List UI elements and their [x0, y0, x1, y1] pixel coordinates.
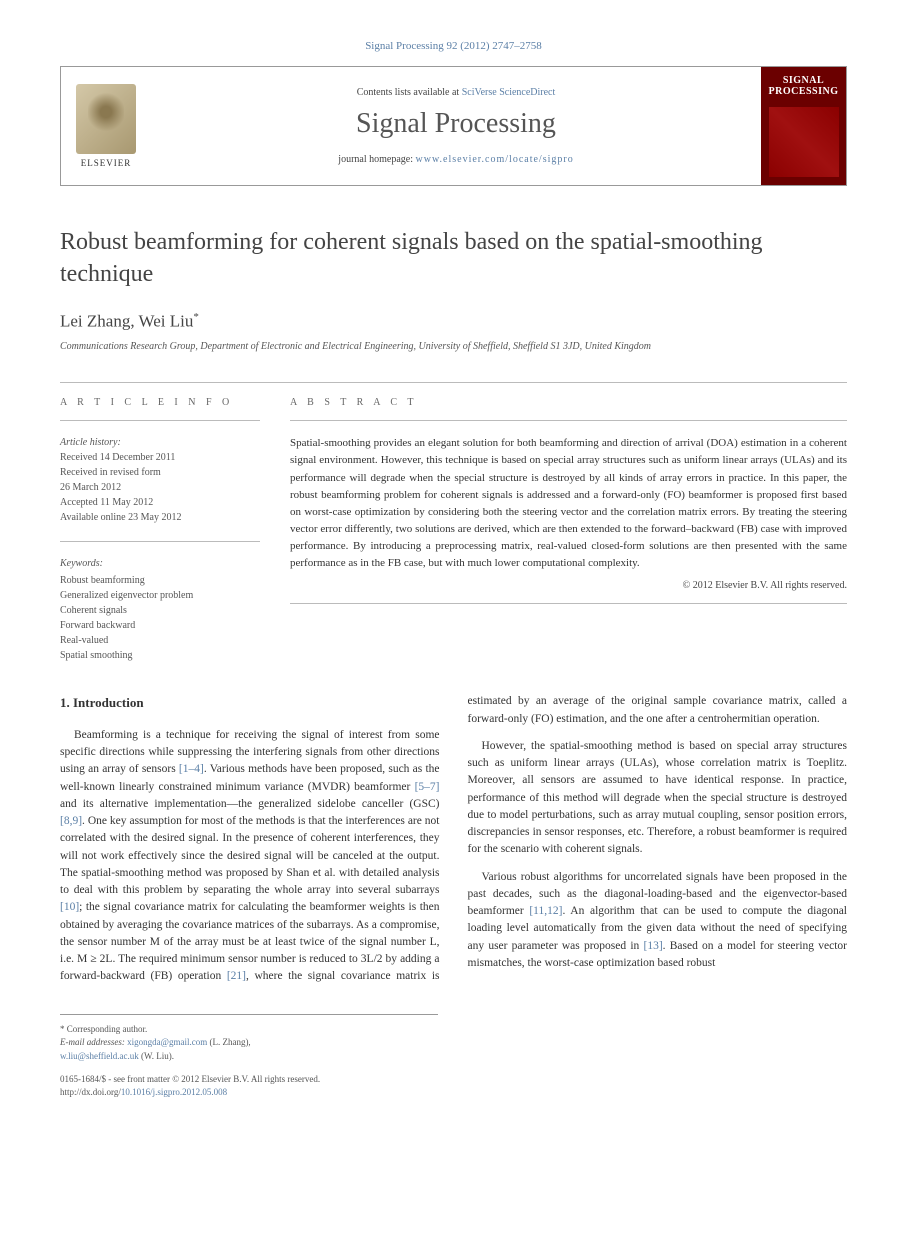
keyword: Coherent signals — [60, 605, 127, 616]
corresponding-marker: * — [193, 311, 199, 323]
divider — [60, 382, 847, 383]
article-title: Robust beamforming for coherent signals … — [60, 226, 847, 291]
author-names: Lei Zhang, Wei Liu — [60, 311, 193, 330]
homepage-link[interactable]: www.elsevier.com/locate/sigpro — [416, 154, 574, 165]
email-label: E-mail addresses: — [60, 1037, 127, 1047]
ref-link[interactable]: [11,12] — [529, 905, 562, 917]
keyword: Robust beamforming — [60, 575, 145, 586]
ref-link[interactable]: [10] — [60, 901, 79, 913]
divider — [290, 603, 847, 604]
article-info-column: A R T I C L E I N F O Article history: R… — [60, 397, 260, 663]
article-history: Article history: Received 14 December 20… — [60, 435, 260, 525]
issn-line: 0165-1684/$ - see front matter © 2012 El… — [60, 1073, 847, 1086]
doi-prefix: http://dx.doi.org/ — [60, 1087, 121, 1097]
abstract-copyright: © 2012 Elsevier B.V. All rights reserved… — [290, 580, 847, 591]
authors: Lei Zhang, Wei Liu* — [60, 311, 847, 332]
cover-title: SIGNAL PROCESSING — [765, 75, 842, 97]
info-abstract-row: A R T I C L E I N F O Article history: R… — [60, 397, 847, 663]
header-center: Contents lists available at SciVerse Sci… — [151, 67, 761, 185]
keyword: Forward backward — [60, 620, 135, 631]
abstract-text: Spatial-smoothing provides an elegant so… — [290, 435, 847, 571]
footnotes: * Corresponding author. E-mail addresses… — [60, 1014, 438, 1064]
keyword: Generalized eigenvector problem — [60, 590, 193, 601]
body-text: and its alternative implementation—the g… — [60, 798, 440, 810]
history-label: Article history: — [60, 437, 121, 448]
elsevier-tree-icon — [76, 84, 136, 154]
keyword: Spatial smoothing — [60, 650, 133, 661]
divider — [290, 420, 847, 421]
publisher-name: ELSEVIER — [81, 158, 132, 168]
homepage-prefix: journal homepage: — [338, 154, 415, 165]
body-paragraph: Various robust algorithms for uncorrelat… — [468, 869, 848, 973]
journal-header: ELSEVIER Contents lists available at Sci… — [60, 66, 847, 186]
email-link[interactable]: w.liu@sheffield.ac.uk — [60, 1051, 139, 1061]
ref-link[interactable]: [5–7] — [415, 781, 440, 793]
ref-link[interactable]: [21] — [227, 970, 246, 982]
cover-image — [769, 107, 839, 177]
doi-link[interactable]: 10.1016/j.sigpro.2012.05.008 — [121, 1087, 227, 1097]
history-item: Received in revised form — [60, 467, 161, 478]
doi-line: http://dx.doi.org/10.1016/j.sigpro.2012.… — [60, 1086, 847, 1099]
sciencedirect-link[interactable]: SciVerse ScienceDirect — [462, 87, 556, 98]
divider — [60, 420, 260, 421]
elsevier-logo: ELSEVIER — [61, 67, 151, 185]
affiliation: Communications Research Group, Departmen… — [60, 341, 847, 352]
email-name: (L. Zhang), — [207, 1037, 250, 1047]
body-text: . One key assumption for most of the met… — [60, 815, 440, 896]
ref-link[interactable]: [13] — [643, 940, 662, 952]
body-paragraph: However, the spatial-smoothing method is… — [468, 738, 848, 859]
email-name: (W. Liu). — [139, 1051, 174, 1061]
article-info-label: A R T I C L E I N F O — [60, 397, 260, 408]
contents-line: Contents lists available at SciVerse Sci… — [357, 87, 556, 98]
body-columns: 1. Introduction Beamforming is a techniq… — [60, 693, 847, 985]
history-item: Available online 23 May 2012 — [60, 512, 181, 523]
history-item: Received 14 December 2011 — [60, 452, 175, 463]
divider — [60, 541, 260, 542]
citation-line: Signal Processing 92 (2012) 2747–2758 — [60, 40, 847, 52]
history-item: 26 March 2012 — [60, 482, 121, 493]
contents-prefix: Contents lists available at — [357, 87, 462, 98]
ref-link[interactable]: [1–4] — [179, 763, 204, 775]
email-link[interactable]: xigongda@gmail.com — [127, 1037, 207, 1047]
abstract-label: A B S T R A C T — [290, 397, 847, 408]
bottom-meta: 0165-1684/$ - see front matter © 2012 El… — [60, 1073, 847, 1098]
body-section: 1. Introduction Beamforming is a techniq… — [60, 693, 847, 985]
email-line: E-mail addresses: xigongda@gmail.com (L.… — [60, 1036, 438, 1063]
ref-link[interactable]: [8,9] — [60, 815, 82, 827]
abstract-column: A B S T R A C T Spatial-smoothing provid… — [290, 397, 847, 663]
corresponding-author-note: * Corresponding author. — [60, 1023, 438, 1037]
keyword: Real-valued — [60, 635, 108, 646]
journal-cover: SIGNAL PROCESSING — [761, 67, 846, 185]
keywords: Keywords: Robust beamforming Generalized… — [60, 556, 260, 663]
section-heading: 1. Introduction — [60, 693, 440, 713]
homepage-line: journal homepage: www.elsevier.com/locat… — [338, 154, 573, 165]
journal-name: Signal Processing — [356, 108, 556, 140]
history-item: Accepted 11 May 2012 — [60, 497, 153, 508]
keywords-label: Keywords: — [60, 556, 260, 571]
